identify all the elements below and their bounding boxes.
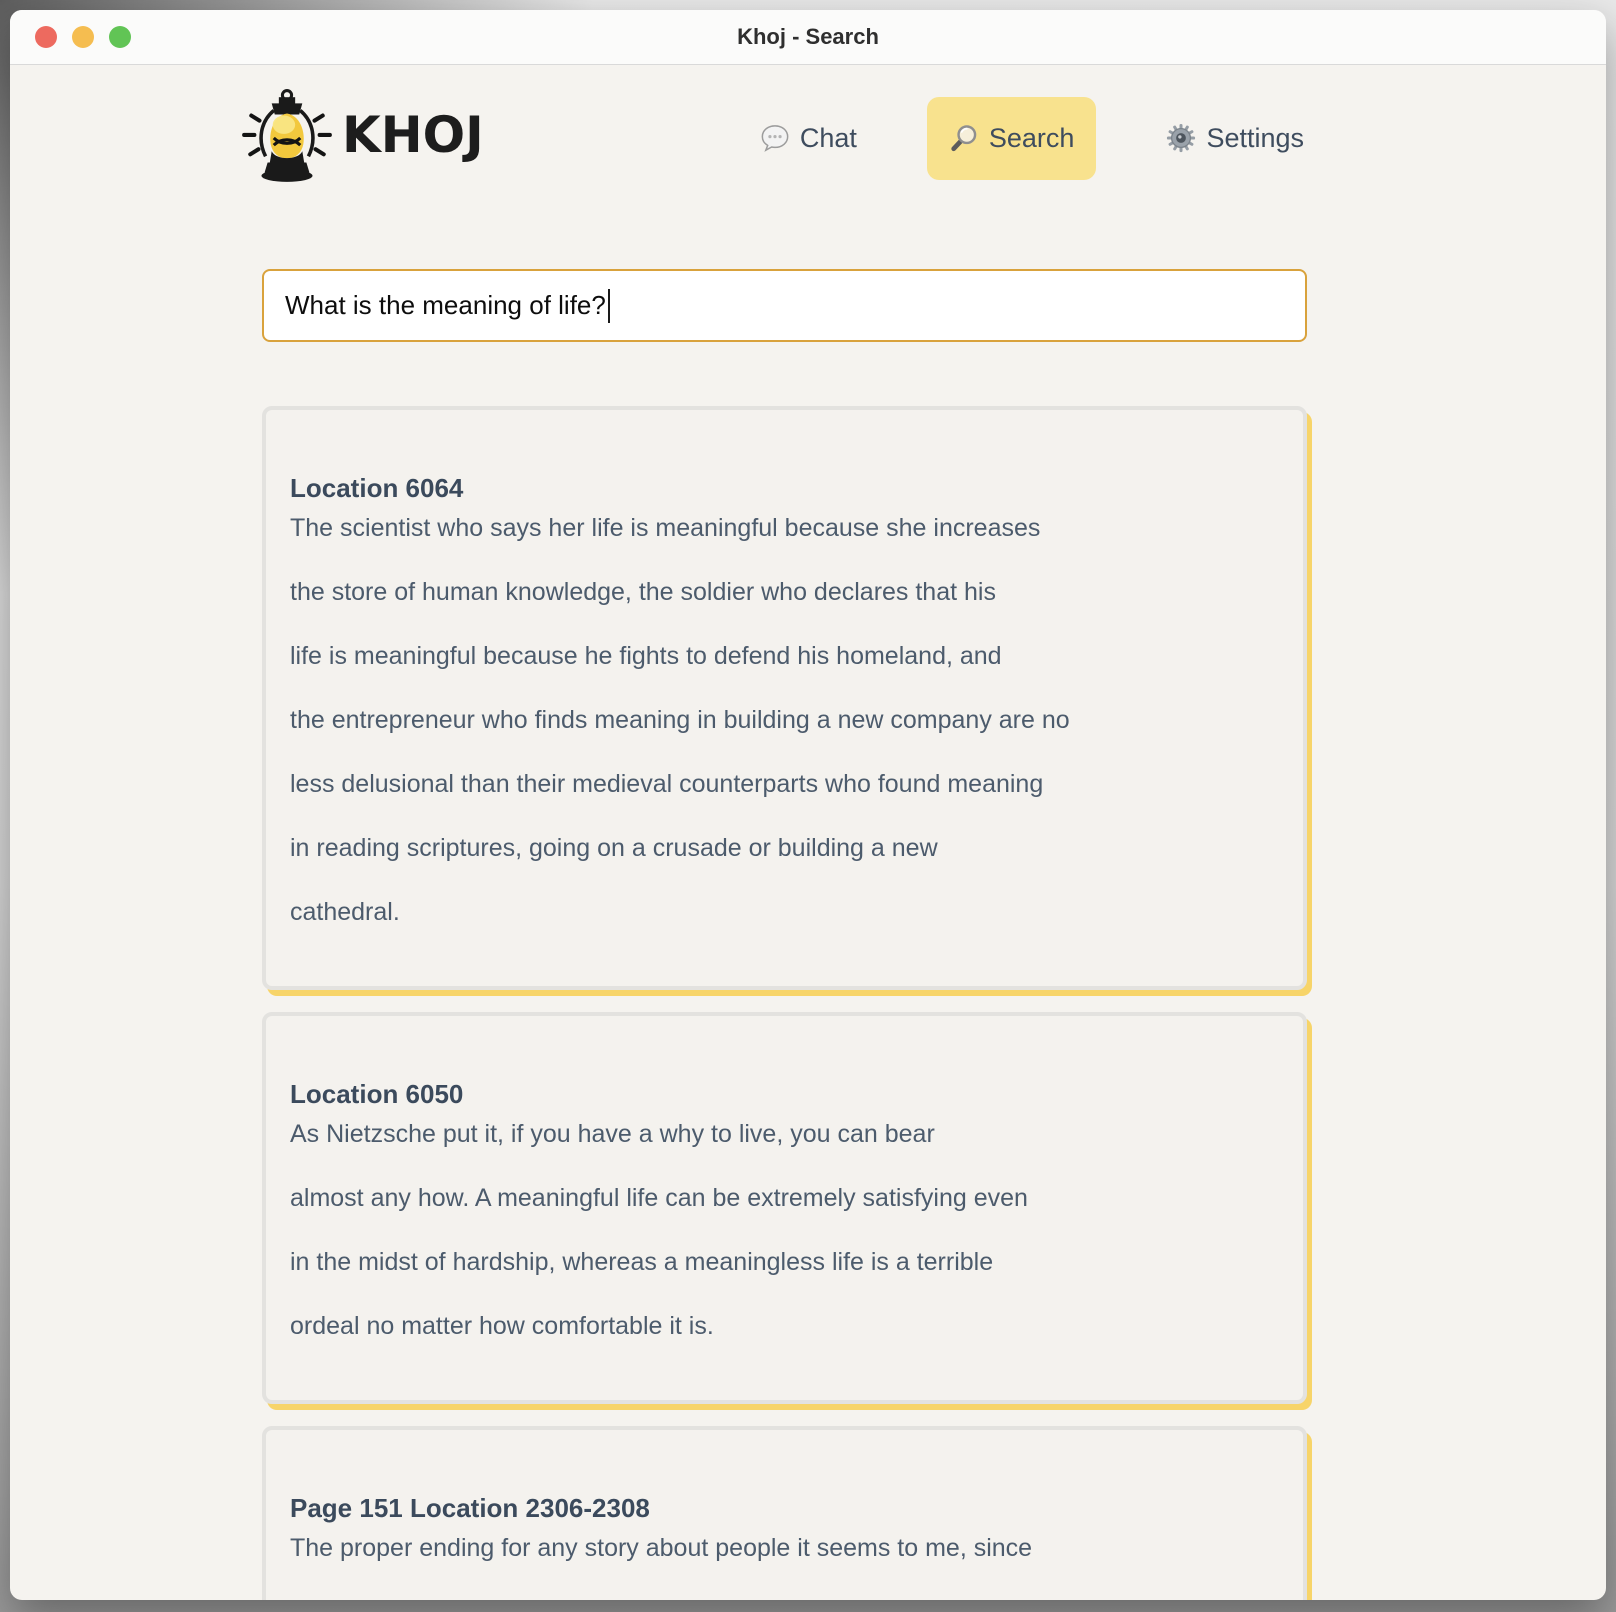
search-query-text: What is the meaning of life? <box>285 290 606 320</box>
nav-search-label: Search <box>988 122 1075 153</box>
result-line: almost any how. A meaningful life can be… <box>290 1184 1028 1212</box>
result-card: Location 6064 The scientist who says her… <box>262 406 1307 990</box>
nav-chat[interactable]: Chat <box>738 97 879 180</box>
app-window: Khoj - Search <box>10 10 1606 1600</box>
brand-name: KHOJ <box>342 106 484 164</box>
khoj-logo: KHOJ <box>236 87 484 189</box>
window-minimize-button[interactable] <box>72 26 94 48</box>
magnifier-icon <box>951 125 977 152</box>
app-header: KHOJ Chat <box>10 65 1606 189</box>
window-titlebar: Khoj - Search <box>10 10 1606 65</box>
result-line: the store of human knowledge, the soldie… <box>290 578 996 606</box>
lantern-icon <box>242 89 332 182</box>
nav-settings[interactable]: Settings <box>1144 97 1326 180</box>
window-close-button[interactable] <box>35 26 57 48</box>
result-line: less delusional than their medieval coun… <box>290 770 1044 798</box>
result-line: ordeal no matter how comfortable it is. <box>290 1312 714 1340</box>
nav-settings-label: Settings <box>1206 122 1304 153</box>
search-results: Location 6064 The scientist who says her… <box>262 406 1307 1600</box>
nav-search[interactable]: Search <box>926 96 1097 180</box>
search-page: What is the meaning of life? Location 60… <box>262 269 1307 1600</box>
result-line: in the midst of hardship, whereas a mean… <box>290 1248 994 1276</box>
result-title: Location 6050 <box>290 1079 464 1109</box>
chat-bubble-icon <box>761 125 789 152</box>
result-line: cathedral. <box>290 898 400 926</box>
main-nav: Chat Search <box>738 96 1326 180</box>
result-line: the entrepreneur who finds meaning in bu… <box>290 706 1070 734</box>
text-caret <box>607 288 610 323</box>
result-card: Location 6050 As Nietzsche put it, if yo… <box>262 1012 1307 1404</box>
nav-chat-label: Chat <box>799 122 857 153</box>
result-line: The proper ending for any story about pe… <box>290 1534 1033 1562</box>
window-title: Khoj - Search <box>737 24 879 49</box>
traffic-lights <box>35 10 131 64</box>
result-line: The scientist who says her life is meani… <box>290 514 1041 542</box>
result-title: Page 151 Location 2306-2308 <box>290 1493 650 1523</box>
search-input[interactable]: What is the meaning of life? <box>262 269 1307 342</box>
result-line: As Nietzsche put it, if you have a why t… <box>290 1120 935 1148</box>
result-title: Location 6064 <box>290 473 464 503</box>
window-zoom-button[interactable] <box>109 26 131 48</box>
result-line: in reading scriptures, going on a crusad… <box>290 834 938 862</box>
gear-icon <box>1167 123 1196 153</box>
result-card: Page 151 Location 2306-2308 The proper e… <box>262 1426 1307 1600</box>
result-line: life is meaningful because he fights to … <box>290 642 1002 670</box>
